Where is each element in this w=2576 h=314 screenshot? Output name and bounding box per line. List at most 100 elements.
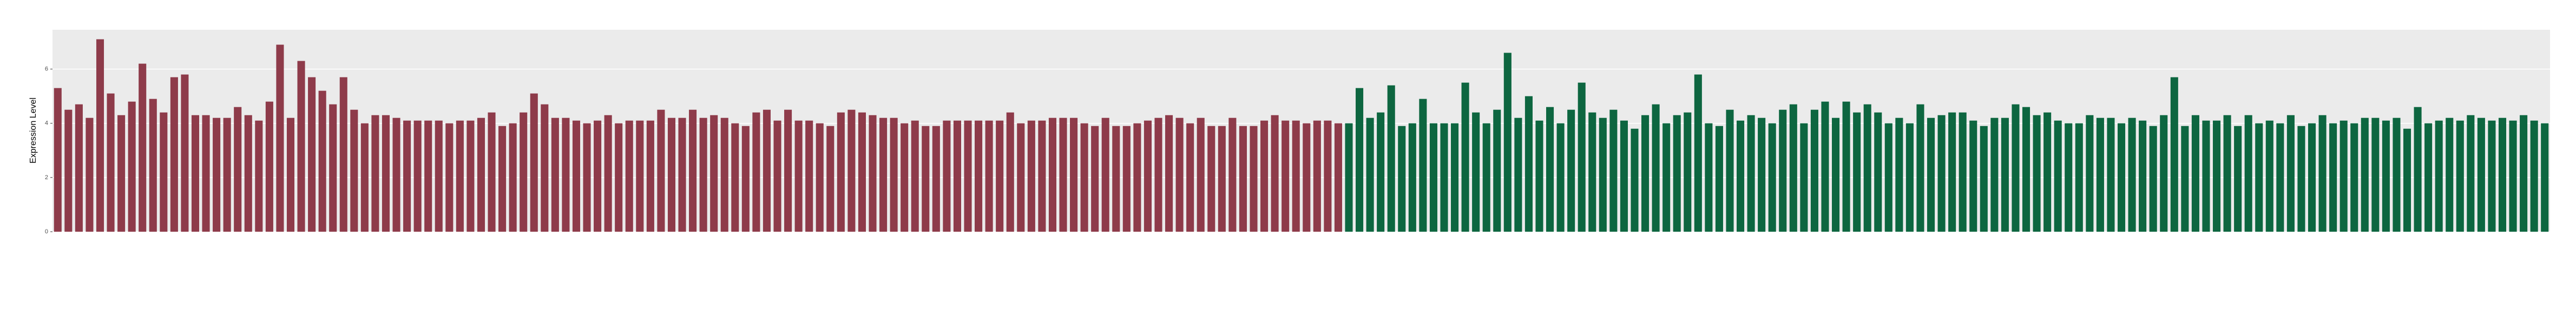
bar	[1239, 126, 1247, 232]
bar	[1927, 117, 1935, 232]
bar	[308, 77, 316, 232]
bar	[202, 115, 210, 232]
bar	[2181, 126, 2189, 232]
bar	[551, 117, 559, 232]
bar	[2371, 117, 2380, 232]
bar	[2149, 126, 2157, 232]
bar	[922, 126, 930, 232]
bar	[244, 115, 252, 232]
bar	[1684, 112, 1692, 232]
bar	[382, 115, 390, 232]
bar	[2107, 117, 2115, 232]
bar	[2001, 117, 2009, 232]
bar	[1070, 117, 1078, 232]
bar	[1535, 120, 1543, 232]
y-tick-label: 6	[45, 66, 48, 73]
bar	[1165, 115, 1173, 232]
bar	[1250, 126, 1258, 232]
bar	[911, 120, 919, 232]
bar	[667, 117, 676, 232]
bar	[530, 93, 538, 232]
bar	[1810, 109, 1818, 232]
bar	[1662, 123, 1671, 232]
bar	[1905, 123, 1914, 232]
bar	[2424, 123, 2433, 232]
bar	[1641, 115, 1650, 232]
bar	[1652, 104, 1660, 232]
bar	[901, 123, 909, 232]
bar	[255, 120, 263, 232]
bar	[2244, 115, 2252, 232]
bar	[1990, 117, 1999, 232]
bar	[2350, 123, 2358, 232]
bar	[1207, 126, 1215, 232]
bar	[1599, 117, 1607, 232]
bar	[604, 115, 612, 232]
bar	[763, 109, 771, 232]
bar	[2456, 120, 2464, 232]
bar	[1218, 126, 1226, 232]
bar	[1969, 120, 1977, 232]
bar	[234, 107, 242, 232]
bar	[2160, 115, 2168, 232]
bar	[710, 115, 718, 232]
bar	[1091, 126, 1099, 232]
bar	[2054, 120, 2062, 232]
bar	[1303, 123, 1311, 232]
bar	[541, 104, 549, 232]
bar	[975, 120, 983, 232]
bar	[1863, 104, 1871, 232]
bar	[170, 77, 178, 232]
bar	[625, 120, 633, 232]
bar	[794, 120, 803, 232]
bar	[75, 104, 83, 232]
bar	[1726, 109, 1734, 232]
bar	[615, 123, 623, 232]
bar	[1186, 123, 1194, 232]
bar	[2340, 120, 2348, 232]
bar	[1408, 123, 1416, 232]
bar	[149, 99, 157, 232]
bar	[2477, 117, 2485, 232]
bar	[2033, 115, 2041, 232]
bar	[117, 115, 126, 232]
bar	[932, 126, 940, 232]
bar	[2297, 126, 2305, 232]
bar	[1017, 123, 1025, 232]
bar	[1514, 117, 1522, 232]
bar	[1916, 104, 1924, 232]
bar	[720, 117, 728, 232]
bar	[223, 117, 231, 232]
bar	[1503, 53, 1512, 232]
bar	[1122, 126, 1131, 232]
y-tick-label: 4	[45, 120, 48, 127]
bar	[594, 120, 602, 232]
bar	[2065, 123, 2073, 232]
bar	[826, 126, 834, 232]
bar	[678, 117, 686, 232]
bar	[1027, 120, 1035, 232]
bar	[1282, 120, 1290, 232]
bar	[996, 120, 1004, 232]
bar	[1578, 82, 1586, 232]
bar	[1334, 123, 1342, 232]
bar	[699, 117, 707, 232]
bar	[2382, 120, 2390, 232]
bar	[1884, 123, 1892, 232]
bar	[1842, 101, 1850, 232]
bar	[1345, 123, 1353, 232]
bar	[2234, 126, 2242, 232]
bar	[1048, 117, 1056, 232]
bar	[2075, 123, 2083, 232]
bar	[1038, 120, 1046, 232]
bar	[1387, 85, 1395, 232]
bar	[837, 112, 845, 232]
bar	[1567, 109, 1575, 232]
bar	[435, 120, 443, 232]
bar	[1144, 120, 1152, 232]
bar	[403, 120, 411, 232]
bar	[1546, 107, 1554, 232]
bar	[128, 101, 136, 232]
bar	[318, 90, 326, 232]
bar	[2212, 120, 2221, 232]
